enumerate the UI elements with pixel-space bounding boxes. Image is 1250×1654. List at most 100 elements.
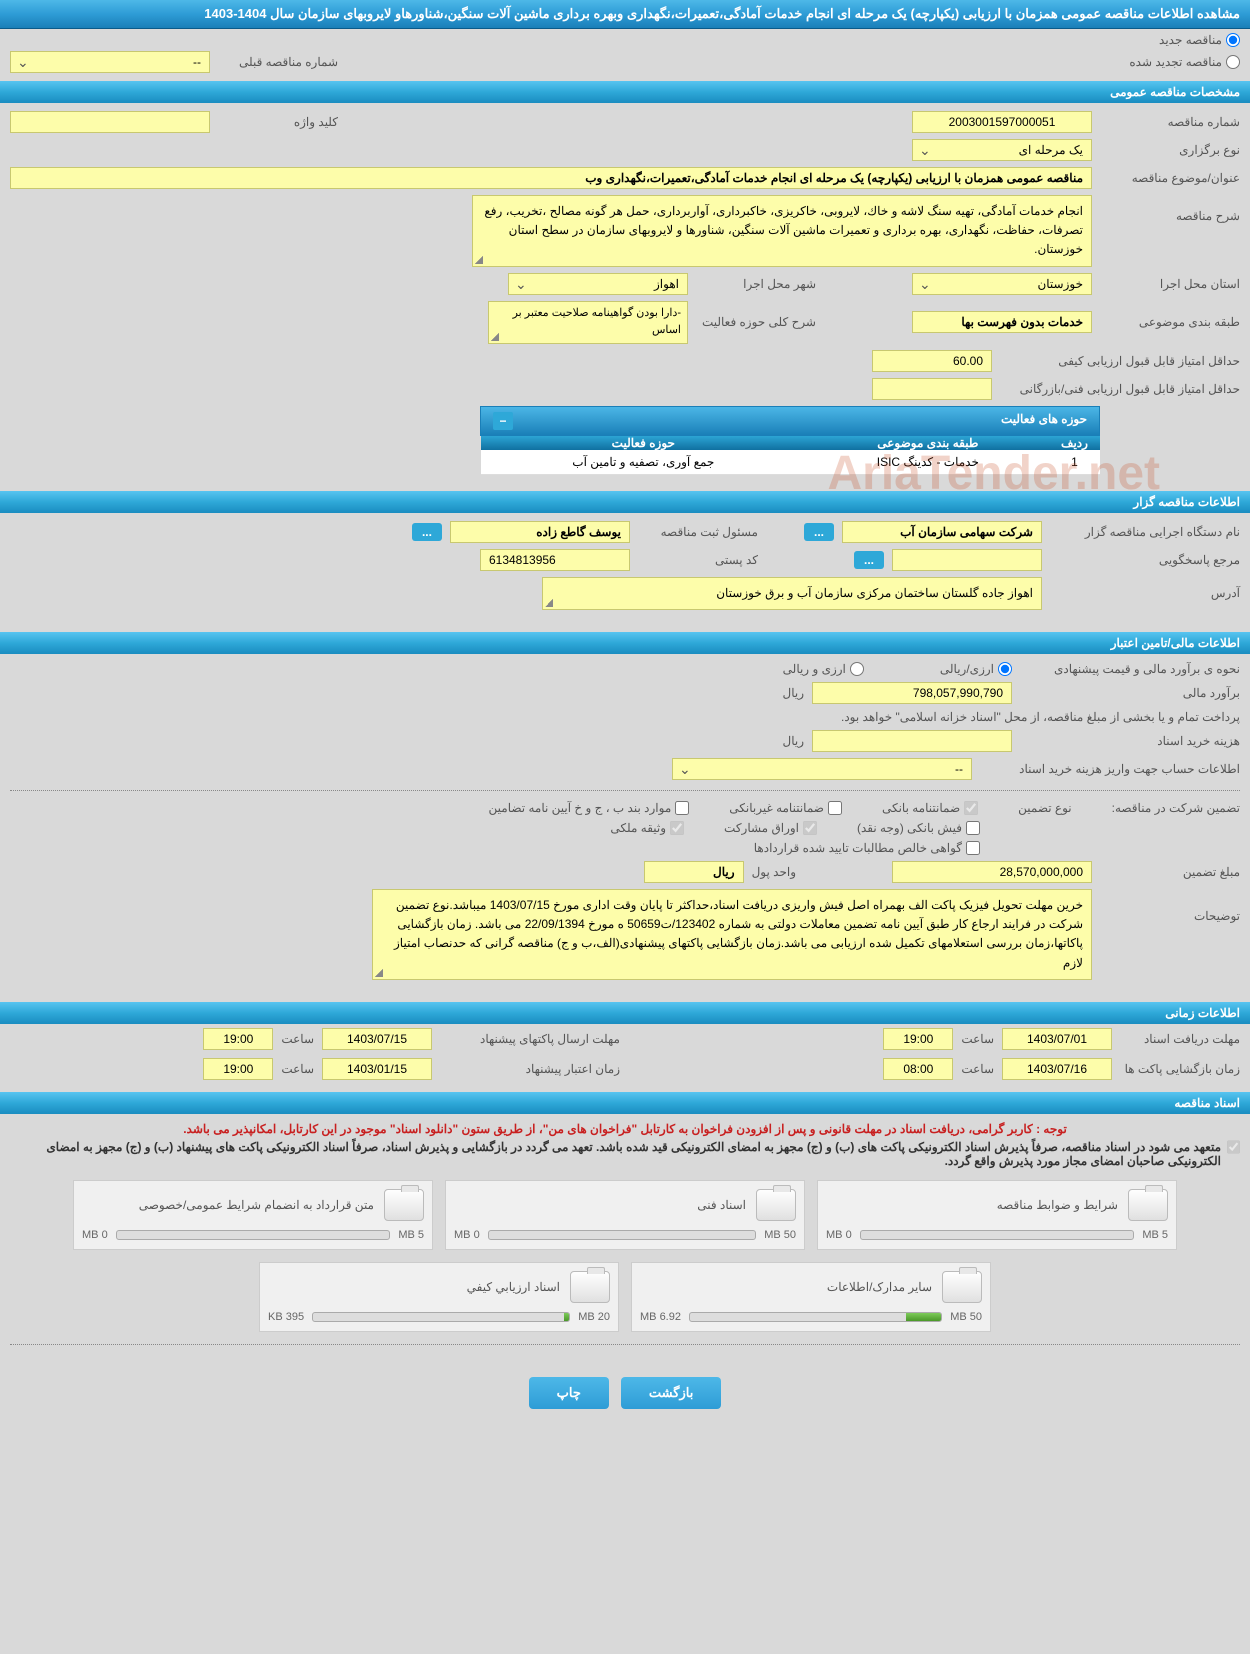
currency-label: ریال <box>782 686 804 700</box>
subject-field: مناقصه عمومی همزمان با ارزیابی (یکپارچه)… <box>10 167 1092 189</box>
keyword-field[interactable] <box>10 111 210 133</box>
radio-renewed-tender[interactable]: مناقصه تجدید شده <box>1129 55 1240 69</box>
city-value: اهواز <box>654 277 679 291</box>
type-value: یک مرحله ای <box>1019 143 1083 157</box>
commitment-checkbox[interactable] <box>1227 1140 1240 1154</box>
notes-field[interactable]: خرین مهلت تحویل فیزیک پاکت الف بهمراه اص… <box>372 889 1092 980</box>
notes-label: توضیحات <box>1100 889 1240 923</box>
receive-date[interactable]: 1403/07/01 <box>1002 1028 1112 1050</box>
lookup-device-button[interactable]: ... <box>804 523 834 541</box>
back-button[interactable]: بازگشت <box>621 1377 721 1409</box>
prev-number-dropdown[interactable]: -- <box>10 51 210 73</box>
folder-quality-eval[interactable]: اسناد ارزيابي کيفي 20 MB 395 KB <box>259 1262 619 1332</box>
desc-field[interactable]: انجام خدمات آمادگی، تهيه سنگ لاشه و خاك،… <box>472 195 1092 267</box>
timing-row-2: زمان بازگشایی پاکت ها 1403/07/16 ساعت 08… <box>0 1054 1250 1084</box>
collapse-icon[interactable]: − <box>493 412 513 430</box>
section-organizer: اطلاعات مناقصه گزار <box>0 491 1250 513</box>
send-label: مهلت ارسال پاکتهای پیشنهاد <box>440 1032 620 1046</box>
device-field: شرکت سهامی سازمان آب <box>842 521 1042 543</box>
table-row: 1 خدمات - کدینگ ISIC جمع آوری، تصفيه و ت… <box>481 450 1100 475</box>
print-button[interactable]: چاپ <box>529 1377 609 1409</box>
radio-new-input[interactable] <box>1226 33 1240 47</box>
response-ref-field[interactable] <box>892 549 1042 571</box>
cb-property[interactable]: وثیقه ملکی <box>610 821 684 835</box>
guarantee-amount-field[interactable]: 28,570,000,000 <box>892 861 1092 883</box>
unit-field: ریال <box>644 861 744 883</box>
divider <box>10 790 1240 791</box>
account-dropdown[interactable]: -- <box>672 758 972 780</box>
validity-time[interactable]: 19:00 <box>203 1058 273 1080</box>
open-time[interactable]: 08:00 <box>883 1058 953 1080</box>
activity-desc-label: شرح کلی حوزه فعالیت <box>696 315 816 329</box>
type-dropdown[interactable]: یک مرحله ای <box>912 139 1092 161</box>
cb-nonbank-guarantee[interactable]: ضمانتنامه غیربانکی <box>729 801 842 815</box>
col-activity: حوزه فعالیت <box>481 435 807 450</box>
radio-renewed-input[interactable] <box>1226 55 1240 69</box>
activity-table-title: حوزه های فعالیت <box>1001 412 1087 426</box>
send-date[interactable]: 1403/07/15 <box>322 1028 432 1050</box>
lookup-responsible-button[interactable]: ... <box>412 523 442 541</box>
row1-activity: جمع آوری، تصفيه و تامين آب <box>481 450 807 475</box>
address-field[interactable]: اهواز جاده گلستان ساختمان مرکزی سازمان آ… <box>542 577 1042 610</box>
folder-icon <box>384 1189 424 1221</box>
col-category: طبقه بندی موضوعی <box>806 435 1049 450</box>
cb-bank-guarantee[interactable]: ضمانتنامه بانکی <box>882 801 978 815</box>
folder-icon <box>756 1189 796 1221</box>
page-title: مشاهده اطلاعات مناقصه عمومی همزمان با ار… <box>204 6 1240 21</box>
folder-icon <box>570 1271 610 1303</box>
folder-icon <box>1128 1189 1168 1221</box>
send-time[interactable]: 19:00 <box>203 1028 273 1050</box>
radio-new-tender[interactable]: مناقصه جدید <box>1159 33 1240 47</box>
cb-bank-receipt[interactable]: فیش بانکی (وجه نقد) <box>857 821 980 835</box>
payment-note: پرداخت تمام و یا بخشی از مبلغ مناقصه، از… <box>841 710 1240 724</box>
province-dropdown[interactable]: خوزستان <box>912 273 1092 295</box>
desc-label: شرح مناقصه <box>1100 195 1240 223</box>
subject-label: عنوان/موضوع مناقصه <box>1100 171 1240 185</box>
method-label: نحوه ی برآورد مالی و قیمت پیشنهادی <box>1020 662 1240 676</box>
doc-cost-label: هزینه خرید اسناد <box>1020 734 1240 748</box>
postal-field[interactable]: 6134813956 <box>480 549 630 571</box>
open-date[interactable]: 1403/07/16 <box>1002 1058 1112 1080</box>
cb-net-claims[interactable]: گواهی خالص مطالبات تایید شده قراردادها <box>754 841 980 855</box>
documents-content: توجه : کاربر گرامی، دریافت اسناد در مهلت… <box>0 1114 1250 1363</box>
radio-rial[interactable]: ارزی/ریالی <box>940 662 1012 676</box>
cb-securities[interactable]: اوراق مشارکت <box>724 821 817 835</box>
page-header: مشاهده اطلاعات مناقصه عمومی همزمان با ار… <box>0 0 1250 29</box>
prev-number-value: -- <box>193 55 201 69</box>
section-timing: اطلاعات زمانی <box>0 1002 1250 1024</box>
receive-time[interactable]: 19:00 <box>883 1028 953 1050</box>
folder-contract[interactable]: متن قرارداد به انضمام شرايط عمومی/خصوصی … <box>73 1180 433 1250</box>
validity-date[interactable]: 1403/01/15 <box>322 1058 432 1080</box>
estimate-field[interactable]: 798,057,990,790 <box>812 682 1012 704</box>
timing-row-1: مهلت دریافت اسناد 1403/07/01 ساعت 19:00 … <box>0 1024 1250 1054</box>
folder-technical[interactable]: اسناد فنی 50 MB 0 MB <box>445 1180 805 1250</box>
category-field: خدمات بدون فهرست بها <box>912 311 1092 333</box>
progress-bar <box>312 1312 570 1322</box>
estimate-label: برآورد مالی <box>1020 686 1240 700</box>
row1-num: 1 <box>1050 450 1100 475</box>
response-ref-label: مرجع پاسخگویی <box>1050 553 1240 567</box>
min-tech-field[interactable] <box>872 378 992 400</box>
radio-rial-input[interactable] <box>998 662 1012 676</box>
financial-content: نحوه ی برآورد مالی و قیمت پیشنهادی ارزی/… <box>0 654 1250 994</box>
organizer-content: نام دستگاه اجرایی مناقصه گزار شرکت سهامی… <box>0 513 1250 624</box>
section-general: مشخصات مناقصه عمومی <box>0 81 1250 103</box>
folder-icon <box>942 1271 982 1303</box>
activity-desc-field[interactable]: -دارا بودن گواهینامه صلاحیت معتبر بر اسا… <box>488 301 688 344</box>
device-label: نام دستگاه اجرایی مناقصه گزار <box>1050 525 1240 539</box>
folder-other[interactable]: سایر مدارک/اطلاعات 50 MB 6.92 MB <box>631 1262 991 1332</box>
min-tech-label: حداقل امتیاز قابل قبول ارزیابی فنی/بازرگ… <box>1000 382 1240 396</box>
lookup-response-button[interactable]: ... <box>854 551 884 569</box>
account-label: اطلاعات حساب جهت واریز هزینه خرید اسناد <box>980 762 1240 776</box>
folder-conditions[interactable]: شرایط و ضوابط مناقصه 5 MB 0 MB <box>817 1180 1177 1250</box>
radio-both-input[interactable] <box>850 662 864 676</box>
city-dropdown[interactable]: اهواز <box>508 273 688 295</box>
min-quality-field[interactable]: 60.00 <box>872 350 992 372</box>
radio-both[interactable]: ارزی و ریالی <box>783 662 864 676</box>
radio-new-label: مناقصه جدید <box>1159 33 1222 47</box>
col-row: ردیف <box>1050 435 1100 450</box>
city-label: شهر محل اجرا <box>696 277 816 291</box>
notice-red: توجه : کاربر گرامی، دریافت اسناد در مهلت… <box>10 1122 1240 1136</box>
doc-cost-field[interactable] <box>812 730 1012 752</box>
cb-regulation[interactable]: موارد بند ب ، ج و خ آیین نامه تضامین <box>489 801 690 815</box>
